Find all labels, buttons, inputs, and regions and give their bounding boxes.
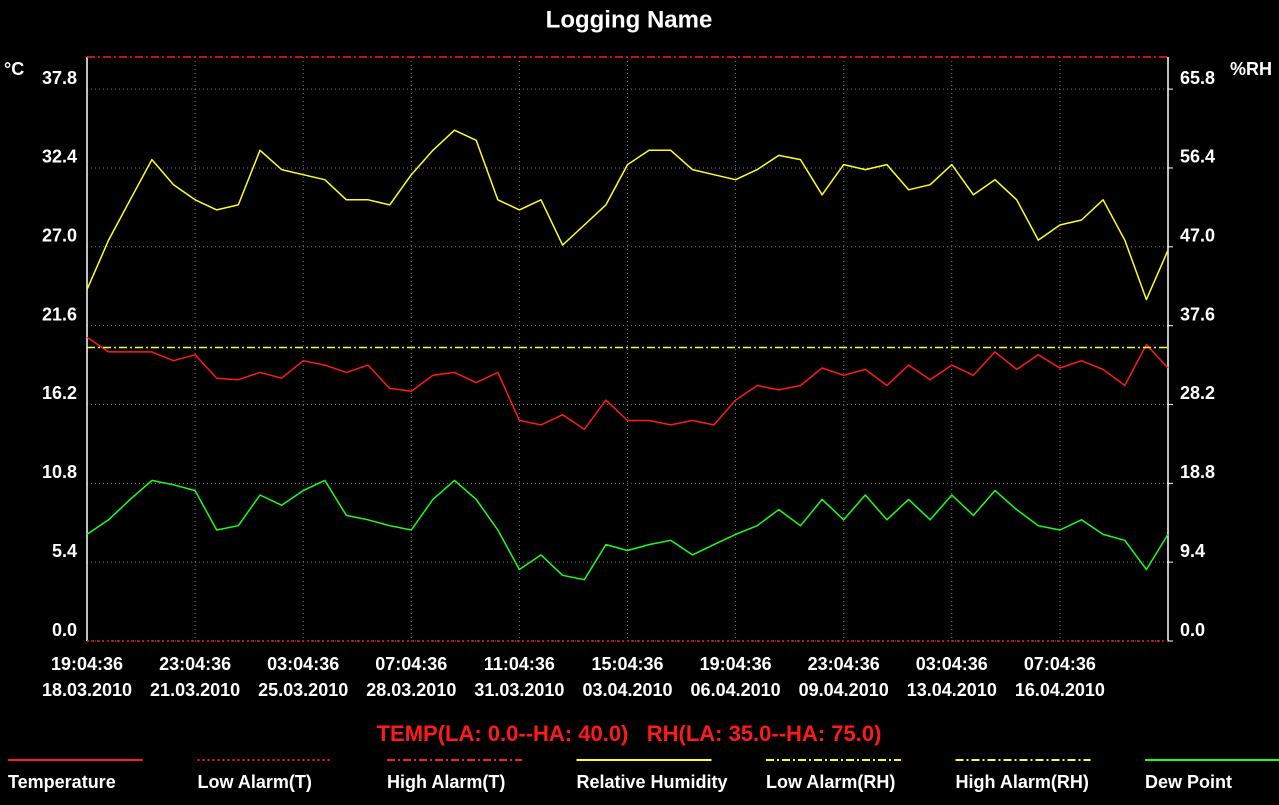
y2-tick-label: 28.2 [1180, 383, 1215, 403]
legend-label: High Alarm(RH) [956, 772, 1089, 792]
x-tick-label: 18.03.2010 [42, 680, 132, 700]
x-tick-label: 06.04.2010 [691, 680, 781, 700]
series-line [86, 336, 1169, 431]
legend-label: Low Alarm(RH) [766, 772, 895, 792]
legend-label: Dew Point [1145, 772, 1232, 792]
chart-title: Logging Name [546, 6, 713, 33]
series-line [86, 479, 1169, 581]
y-tick-label: 21.6 [42, 304, 77, 324]
y2-tick-label: 56.4 [1180, 147, 1215, 167]
y2-tick-label: 9.4 [1180, 541, 1205, 561]
x-tick-label: 09.04.2010 [799, 680, 889, 700]
y-axis-label: °C [4, 59, 24, 79]
x-tick-label: 03.04.2010 [582, 680, 672, 700]
x-tick-label: 21.03.2010 [150, 680, 240, 700]
x-tick-label: 28.03.2010 [366, 680, 456, 700]
x-tick-label: 19:04:36 [700, 654, 772, 674]
x-tick-label: 19:04:36 [51, 654, 123, 674]
y2-axis-label: %RH [1230, 59, 1272, 79]
y-tick-label: 5.4 [52, 541, 77, 561]
x-tick-label: 15:04:36 [591, 654, 663, 674]
y2-tick-label: 47.0 [1180, 226, 1215, 246]
x-tick-label: 23:04:36 [159, 654, 231, 674]
x-tick-label: 31.03.2010 [474, 680, 564, 700]
y-tick-label: 37.8 [42, 68, 77, 88]
x-tick-label: 23:04:36 [808, 654, 880, 674]
legend-label: Temperature [8, 772, 116, 792]
y2-tick-label: 0.0 [1180, 620, 1205, 640]
legend-label: High Alarm(T) [387, 772, 505, 792]
y-tick-label: 0.0 [52, 620, 77, 640]
legend-label: Low Alarm(T) [198, 772, 312, 792]
y-tick-label: 32.4 [42, 147, 77, 167]
x-tick-label: 11:04:36 [484, 654, 555, 674]
x-tick-label: 03:04:36 [267, 654, 339, 674]
y-tick-label: 16.2 [42, 383, 77, 403]
x-tick-label: 07:04:36 [375, 654, 447, 674]
y2-tick-label: 65.8 [1180, 68, 1215, 88]
y2-tick-label: 18.8 [1180, 462, 1215, 482]
alarm-subtitle: TEMP(LA: 0.0--HA: 40.0) RH(LA: 35.0--HA:… [377, 721, 882, 746]
x-tick-label: 25.03.2010 [258, 680, 348, 700]
x-tick-label: 07:04:36 [1024, 654, 1096, 674]
x-tick-label: 13.04.2010 [907, 680, 997, 700]
x-tick-label: 03:04:36 [916, 654, 988, 674]
x-tick-label: 16.04.2010 [1015, 680, 1105, 700]
legend-label: Relative Humidity [577, 772, 728, 792]
y-tick-label: 27.0 [42, 226, 77, 246]
series-line [86, 129, 1169, 301]
y-tick-label: 10.8 [42, 462, 77, 482]
y2-tick-label: 37.6 [1180, 304, 1215, 324]
